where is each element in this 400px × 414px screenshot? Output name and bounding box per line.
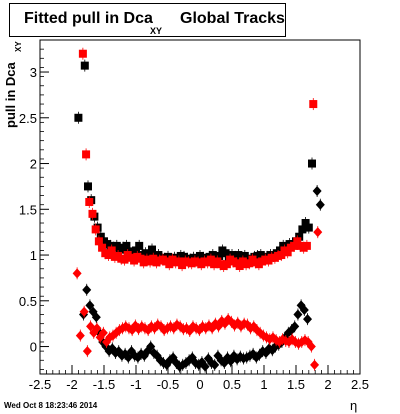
data-point — [98, 243, 107, 252]
data-point — [276, 246, 284, 255]
data-point — [304, 223, 313, 232]
y-axis-label-main: pull in Dca — [3, 62, 18, 128]
data-point — [82, 346, 92, 357]
y-tick-label: 1 — [30, 248, 37, 263]
x-tick-label: -2.5 — [29, 377, 51, 392]
x-tick-label: 2 — [324, 377, 331, 392]
data-point — [88, 209, 97, 218]
data-point — [310, 359, 320, 370]
data-point — [235, 262, 244, 271]
data-point — [78, 49, 87, 58]
data-point — [222, 260, 231, 269]
data-point — [135, 241, 144, 250]
x-tick-label: -1.5 — [93, 377, 115, 392]
x-tick-label: -2 — [66, 377, 78, 392]
data-series — [72, 47, 325, 373]
y-axis-label-subscript: XY — [14, 41, 23, 52]
data-point — [215, 251, 224, 260]
data-point — [290, 241, 299, 250]
y-tick-label: 2.5 — [19, 111, 37, 126]
y-tick-label: 3 — [30, 65, 37, 80]
data-point — [91, 225, 100, 234]
data-point — [210, 359, 220, 370]
data-point — [107, 246, 116, 255]
x-axis-label: η — [350, 398, 358, 413]
data-point — [302, 241, 311, 250]
data-point — [277, 251, 286, 260]
plot-frame — [39, 39, 361, 375]
data-point — [293, 237, 302, 246]
data-point — [91, 312, 101, 323]
series-3 — [72, 226, 323, 371]
chart-title-tail: Global Tracks — [180, 10, 285, 27]
x-tick-label: 2.5 — [351, 377, 369, 392]
data-point — [120, 255, 129, 264]
timestamp: Wed Oct 8 18:23:46 2014 — [4, 401, 98, 410]
chart-title: Fitted pull in Dca — [24, 10, 153, 27]
data-point — [290, 321, 300, 332]
data-point — [299, 304, 309, 315]
y-tick-label: 2 — [30, 157, 37, 172]
data-point — [303, 314, 313, 325]
data-point — [301, 219, 310, 228]
data-point — [200, 361, 210, 372]
data-point — [122, 241, 131, 250]
x-tick-label: 1 — [260, 377, 267, 392]
data-point — [308, 159, 316, 168]
chart-title-subscript: XY — [150, 26, 163, 36]
data-point — [148, 245, 156, 254]
data-point — [82, 150, 91, 159]
data-point — [283, 248, 292, 257]
data-point — [306, 341, 316, 352]
y-axis-label: pull in Dca XY — [3, 41, 23, 160]
data-point — [75, 330, 85, 341]
data-point — [92, 323, 102, 334]
x-tick-label: -0.5 — [157, 377, 179, 392]
data-point — [104, 251, 113, 260]
data-point — [94, 237, 103, 246]
data-point — [293, 309, 303, 320]
axis-ticks: -2.5 -2 -1.5 -1 -0.5 0 0.5 1 1.5 2 2.5 0 0.5 1 1.5 2 2.5… — [19, 39, 369, 392]
x-tick-label: -1 — [130, 377, 142, 392]
y-tick-label: 0.5 — [19, 294, 37, 309]
x-tick-label: 0.5 — [223, 377, 241, 392]
data-point — [98, 327, 108, 338]
data-point — [312, 185, 322, 196]
data-point — [295, 232, 304, 241]
series-1 — [78, 47, 318, 273]
data-point — [82, 284, 92, 295]
data-point — [309, 100, 318, 109]
data-point — [84, 182, 92, 191]
y-tick-label: 1.5 — [19, 202, 37, 217]
data-point — [313, 227, 323, 238]
x-tick-label: 0 — [196, 377, 203, 392]
data-point — [85, 197, 94, 206]
series-2 — [79, 184, 325, 373]
data-point — [72, 268, 82, 279]
data-point — [79, 306, 89, 317]
data-point — [249, 321, 259, 332]
data-point — [132, 246, 140, 255]
data-point — [96, 232, 105, 241]
data-point — [80, 61, 89, 70]
data-point — [298, 225, 307, 234]
y-tick-label: 0 — [30, 340, 37, 355]
title-box: Fitted pull in Dca XY Global Tracks — [9, 3, 286, 37]
data-point — [165, 260, 174, 269]
data-point — [315, 199, 325, 210]
data-point — [206, 255, 215, 264]
x-tick-label: 1.5 — [287, 377, 305, 392]
plot-area — [40, 40, 360, 374]
data-point — [74, 113, 83, 122]
